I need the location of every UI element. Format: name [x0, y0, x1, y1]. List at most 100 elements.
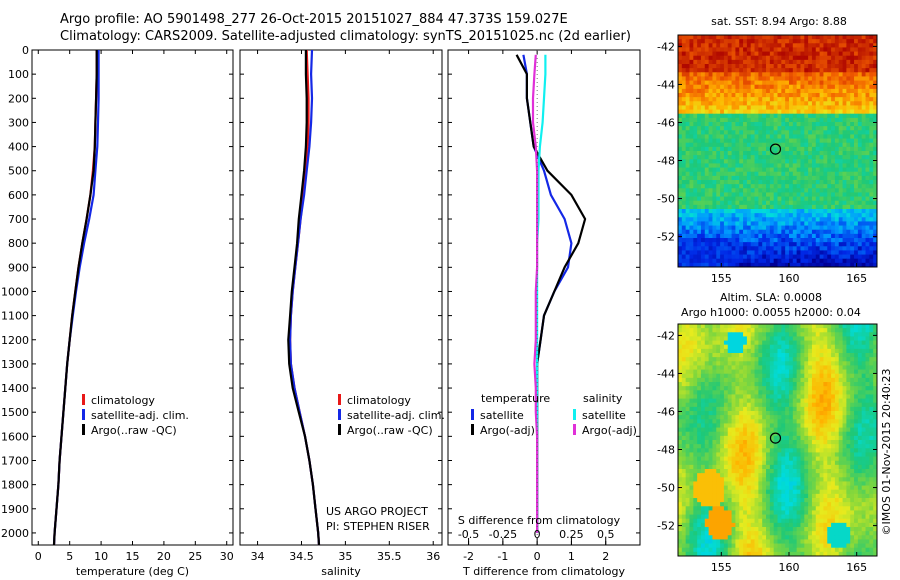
- sst-argo-position-marker: [769, 143, 782, 155]
- sla-map-cell: [685, 390, 690, 395]
- sla-map-cell: [708, 340, 713, 346]
- sst-map-cell: [842, 246, 847, 251]
- sst-map-cell: [704, 258, 710, 264]
- sst-map-cell: [720, 200, 725, 206]
- sst-map-cell: [754, 39, 759, 44]
- sst-map-cell: [716, 88, 721, 94]
- sst-map-cell: [743, 238, 748, 243]
- sst-map-cell: [723, 151, 729, 156]
- sla-map-cell: [777, 431, 782, 437]
- sst-map-cell: [750, 35, 755, 40]
- sst-map-cell: [873, 113, 878, 119]
- sst-map-cell: [873, 72, 878, 77]
- sst-map-cell: [693, 229, 698, 235]
- sst-map-cell: [697, 167, 702, 173]
- sla-map-cell: [781, 435, 786, 441]
- sst-map-cell: [727, 113, 732, 119]
- sst-map-cell: [773, 84, 778, 90]
- sla-map-cell: [727, 365, 732, 370]
- sst-map-cell: [834, 80, 840, 86]
- sal-legend-swatch: [338, 424, 341, 435]
- sla-map-cell: [834, 373, 840, 379]
- sst-map-cell: [708, 155, 713, 160]
- sst-map-cell: [850, 250, 855, 255]
- sst-map-cell: [769, 88, 775, 94]
- sla-map-cell: [804, 348, 809, 354]
- sla-map-cell: [704, 382, 710, 387]
- sst-map-cell: [796, 163, 801, 168]
- sst-map-cell: [823, 59, 828, 65]
- sla-map-cell: [708, 444, 713, 449]
- sst-map-cell: [678, 39, 683, 44]
- sst-map-cell: [735, 35, 740, 40]
- sst-map-cell: [823, 55, 828, 61]
- sla-map-cell: [697, 464, 702, 470]
- sla-map-cell: [823, 332, 828, 337]
- sst-map-cell: [865, 47, 870, 52]
- sst-map-cell: [731, 184, 736, 189]
- sla-map-cell: [804, 464, 809, 470]
- sst-map-cell: [723, 167, 729, 173]
- sst-map-cell: [819, 117, 824, 123]
- sla-map-cell: [873, 460, 878, 466]
- sst-map-cell: [731, 88, 736, 94]
- sst-map-cell: [823, 184, 828, 189]
- sla-map-cell: [838, 452, 843, 457]
- sst-map-cell: [762, 184, 767, 189]
- sst-map-cell: [823, 97, 828, 102]
- sla-map-cell: [758, 328, 763, 333]
- sst-map-cell: [827, 209, 832, 214]
- sst-map-cell: [743, 155, 748, 160]
- sla-map-cell: [708, 373, 713, 379]
- sla-map-cell: [800, 415, 805, 420]
- sla-map-cell: [792, 348, 798, 354]
- sla-map-cell: [727, 340, 732, 346]
- sst-map-cell: [712, 175, 717, 181]
- sla-map-cell: [685, 444, 690, 449]
- sla-map-cell: [723, 456, 729, 462]
- sst-map-cell: [838, 258, 843, 264]
- sst-map-cell: [865, 84, 870, 90]
- sst-map-cell: [850, 262, 855, 268]
- sst-map-cell: [811, 142, 817, 148]
- sst-map-cell: [731, 134, 736, 139]
- sla-map-cell: [861, 340, 866, 346]
- sst-map-cell: [873, 225, 878, 231]
- sla-map-cell: [720, 456, 725, 462]
- sst-map-cell: [873, 250, 878, 255]
- sla-map-cell: [731, 444, 736, 449]
- sst-map-cell: [785, 146, 790, 152]
- sla-map-cell: [804, 431, 809, 437]
- sla-map-cell: [823, 365, 828, 370]
- sla-map-cell: [754, 411, 759, 416]
- sst-map-cell: [735, 163, 740, 168]
- sst-map-cell: [735, 258, 740, 264]
- sla-map-cell: [739, 448, 744, 453]
- sst-map-cell: [685, 242, 690, 247]
- sla-map-cell: [743, 452, 748, 457]
- sst-map-cell: [693, 196, 698, 202]
- sst-map-cell: [739, 225, 744, 231]
- temp-xtick-label: 0: [35, 550, 42, 563]
- sst-map-cell: [777, 142, 782, 148]
- sla-map-cell: [704, 369, 710, 375]
- sla-map-cell: [796, 377, 801, 383]
- sst-map-cell: [678, 180, 683, 185]
- sla-map-cell: [700, 373, 706, 379]
- sla-map-cell: [838, 365, 843, 370]
- sla-map-cell: [854, 427, 859, 433]
- diff-legend-label: satellite: [582, 409, 626, 422]
- sst-map-cell: [831, 134, 836, 139]
- sla-map-cell: [739, 344, 744, 350]
- sst-map-cell: [720, 184, 725, 189]
- sst-map-cell: [700, 200, 706, 206]
- sst-map-cell: [746, 242, 752, 247]
- sla-map-cell: [819, 411, 824, 416]
- sst-map-cell: [857, 217, 863, 222]
- sst-map-cell: [754, 51, 759, 57]
- sst-map-cell: [708, 134, 713, 139]
- sal-series-blue: [289, 49, 321, 546]
- sst-map-cell: [697, 184, 702, 189]
- sst-map-cell: [716, 68, 721, 73]
- sst-map-cell: [739, 233, 744, 239]
